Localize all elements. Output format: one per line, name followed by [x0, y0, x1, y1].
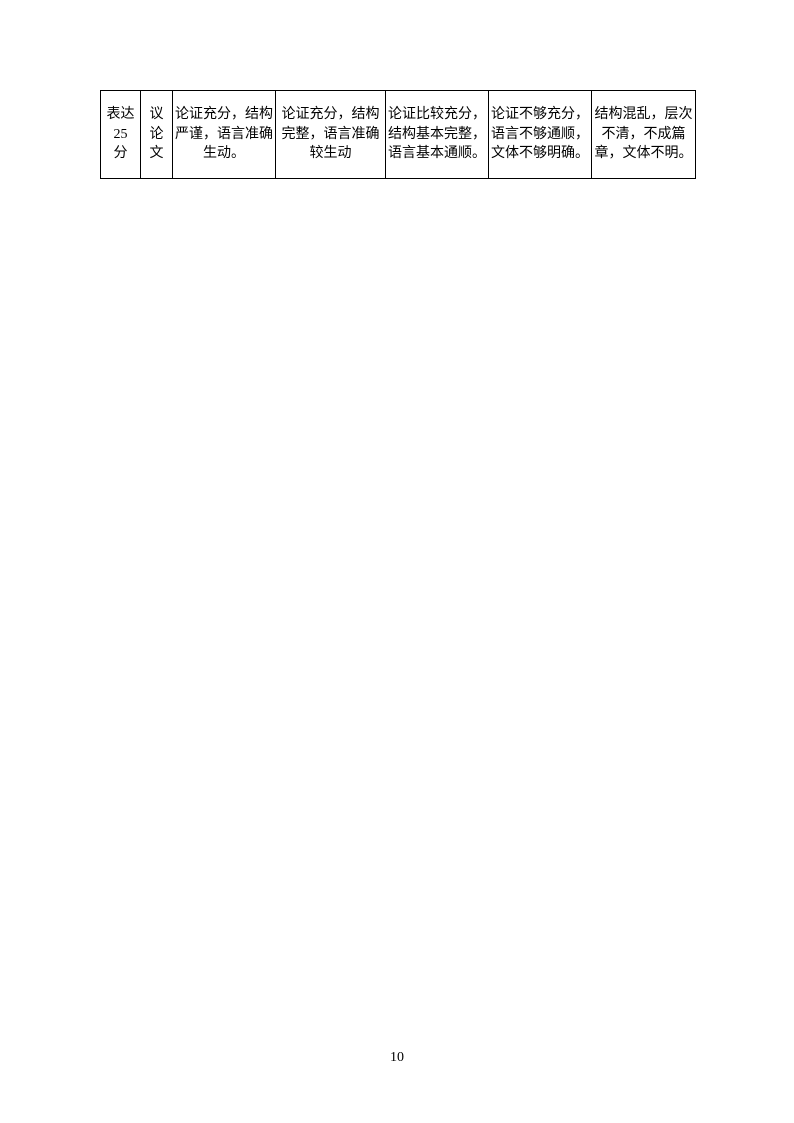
- cell-level-2: 论证充分，结构完整，语言准确较生动: [276, 91, 386, 179]
- table-row: 表达25分 议论文 论证充分，结构严谨，语言准确生动。 论证充分，结构完整，语言…: [101, 91, 696, 179]
- cell-level-1: 论证充分，结构严谨，语言准确生动。: [173, 91, 276, 179]
- page-container: 表达25分 议论文 论证充分，结构严谨，语言准确生动。 论证充分，结构完整，语言…: [0, 0, 794, 1123]
- page-number: 10: [0, 1050, 794, 1066]
- cell-level-4: 论证不够充分，语言不够通顺，文体不够明确。: [489, 91, 592, 179]
- rubric-table: 表达25分 议论文 论证充分，结构严谨，语言准确生动。 论证充分，结构完整，语言…: [100, 90, 696, 179]
- cell-category: 表达25分: [101, 91, 141, 179]
- cell-level-5: 结构混乱，层次不清，不成篇章，文体不明。: [592, 91, 696, 179]
- cell-level-3: 论证比较充分，结构基本完整，语言基本通顺。: [386, 91, 489, 179]
- cell-type: 议论文: [141, 91, 173, 179]
